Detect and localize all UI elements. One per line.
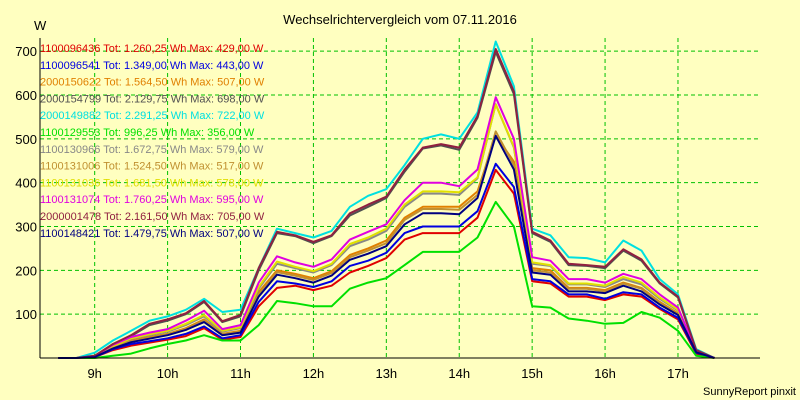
axes: 100 200 300 400 500 600 700 9h 10h 11h 12h 13h 14h 15…: [15, 38, 760, 381]
legend-entry-2000150622: 2000150622 Tot: 1.564,50 Wh Max: 507,00 …: [40, 77, 265, 89]
legend-entry-1100131036: 1100131036 Tot: 1.681,50 Wh Max: 578,00 …: [40, 177, 264, 189]
series-line-1100096541: [58, 162, 715, 359]
legend-entry-1100148421: 1100148421 Tot: 1.479,75 Wh Max: 507,00 …: [40, 228, 264, 240]
series-lines: [58, 40, 715, 359]
legend-entry-1100131074: 1100131074 Tot: 1.760,25 Wh Max: 595,00 …: [40, 194, 264, 206]
legend-entry-1100131006: 1100131006 Tot: 1.524,50 Wh Max: 517,00 …: [40, 161, 264, 173]
legend-entry-1100129553: 1100129553 Tot: 996,25 Wh Max: 356,00 W: [40, 127, 255, 139]
legend-entry-1100130966: 1100130966 Tot: 1.672,75 Wh Max: 579,00 …: [40, 144, 264, 156]
footer-text: SunnyReport pinxit: [703, 386, 796, 398]
series-line-1100131074: [58, 96, 715, 359]
chart-title: Wechselrichtervergleich vom 07.11.2016: [283, 12, 517, 27]
legend: 1100096436 Tot: 1.260,25 Wh Max: 429,00 …: [40, 43, 265, 240]
x-tick-label-2: 11h: [230, 366, 251, 381]
y-tick-label-6: 700: [15, 44, 37, 59]
y-tick-label-0: 100: [15, 307, 37, 322]
series-line-2000001478: [58, 48, 715, 359]
series-line-1100148421: [58, 134, 715, 359]
series-line-2000149882: [58, 40, 715, 359]
legend-entry-2000154799: 2000154799 Tot: 2.129,75 Wh Max: 698,00 …: [40, 93, 265, 105]
y-tick-label-4: 500: [15, 132, 37, 147]
y-tick-label-1: 200: [15, 263, 37, 278]
series-line-2000154799: [58, 51, 715, 359]
x-tick-label-8: 17h: [667, 366, 689, 381]
y-tick-label-2: 300: [15, 219, 37, 234]
x-tick-label-4: 13h: [375, 366, 397, 381]
y-axis-label: W: [34, 18, 47, 33]
series-line-1100131036: [58, 103, 715, 359]
legend-entry-2000149882: 2000149882 Tot: 2.291,25 Wh Max: 722,00 …: [40, 110, 265, 122]
legend-entry-1100096541: 1100096541 Tot: 1.349,00 Wh Max: 443,00 …: [40, 60, 264, 72]
legend-entry-1100096436: 1100096436 Tot: 1.260,25 Wh Max: 429,00 …: [40, 43, 264, 55]
x-tick-label-5: 14h: [448, 366, 470, 381]
y-tick-label-5: 600: [15, 88, 37, 103]
x-tick-label-3: 12h: [303, 366, 325, 381]
x-tick-label-0: 9h: [87, 366, 101, 381]
series-line-1100129553: [58, 200, 715, 359]
x-tick-label-7: 16h: [594, 366, 616, 381]
x-tick-label-6: 15h: [521, 366, 543, 381]
series-line-1100096436: [58, 168, 715, 359]
legend-entry-2000001478: 2000001478 Tot: 2.161,50 Wh Max: 705,00 …: [40, 211, 265, 223]
y-tick-label-3: 400: [15, 176, 37, 191]
x-tick-label-1: 10h: [157, 366, 179, 381]
